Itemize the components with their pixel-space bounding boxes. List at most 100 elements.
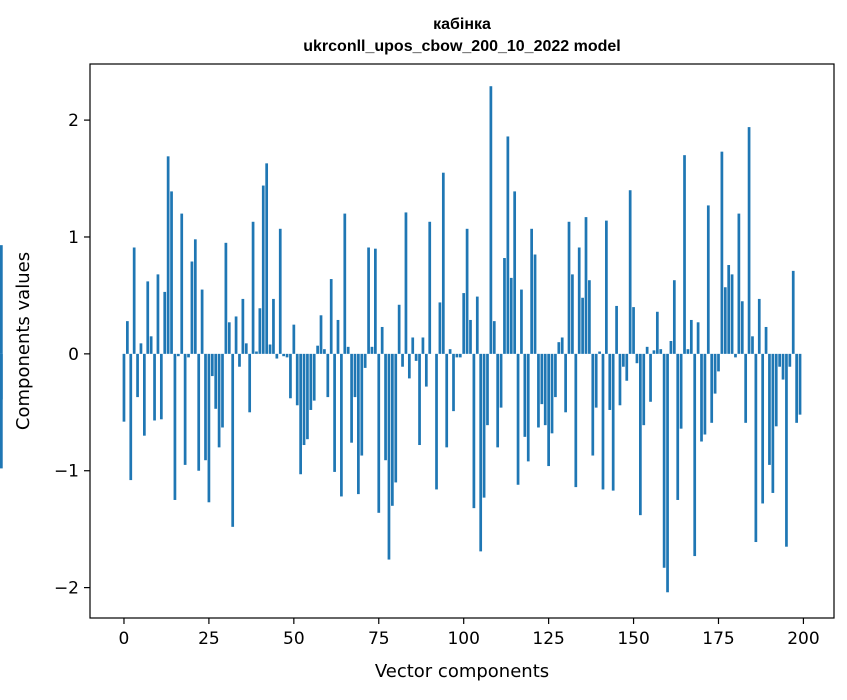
bar-component-160 <box>666 354 669 592</box>
bar-component-2 <box>129 354 132 480</box>
bar-component-170 <box>700 354 703 442</box>
bar-component-107 <box>486 354 489 425</box>
bar-component-196 <box>788 354 791 367</box>
bar-component-5 <box>140 343 143 354</box>
bar-component-64 <box>340 354 343 497</box>
bar-component-150 <box>632 307 635 354</box>
bar-component-126 <box>551 354 554 433</box>
bar-component-104 <box>476 297 479 354</box>
bar-component-71 <box>364 354 367 368</box>
bar-component-66 <box>347 347 350 354</box>
bar-component-54 <box>306 354 309 439</box>
bar-component-183 <box>744 354 747 423</box>
bar-component-174 <box>714 354 717 394</box>
bar-component-100 <box>462 293 465 354</box>
bar-component-128 <box>557 342 560 354</box>
bar-component-158 <box>659 349 662 354</box>
bar-component-87 <box>418 354 421 445</box>
bar-component-125 <box>547 354 550 466</box>
bar-component-182 <box>741 301 744 354</box>
bar-component-148 <box>625 354 628 381</box>
bar-component-49 <box>289 354 292 398</box>
bar-component-146 <box>619 354 622 405</box>
bar-component-10 <box>157 274 160 353</box>
bar-component-92 <box>435 354 438 490</box>
bar-component-25 <box>208 354 211 502</box>
bar-component-113 <box>507 136 510 353</box>
bar-component-121 <box>534 255 537 354</box>
bar-component-144 <box>612 354 615 491</box>
bar-component-47 <box>282 354 285 356</box>
bar-component-94 <box>442 173 445 354</box>
bar-component-130 <box>564 354 567 412</box>
bar-component-164 <box>680 354 683 429</box>
bar-component-26 <box>211 354 214 376</box>
bar-component-96 <box>449 349 452 354</box>
bar-component-165 <box>683 155 686 354</box>
bar-component-undefined <box>0 354 3 400</box>
bar-component-153 <box>642 354 645 425</box>
bar-component-195 <box>785 354 788 547</box>
bar-component-134 <box>578 248 581 354</box>
bar-component-58 <box>320 315 323 354</box>
bar-component-56 <box>313 354 316 401</box>
x-tick-label: 175 <box>702 629 734 649</box>
bar-component-32 <box>231 354 234 527</box>
bar-component-0 <box>123 354 126 422</box>
bar-component-155 <box>649 354 652 402</box>
bar-component-27 <box>214 354 217 409</box>
bar-component-140 <box>598 352 601 354</box>
bar-component-99 <box>459 354 462 358</box>
bar-component-75 <box>377 354 380 513</box>
bar-component-95 <box>445 354 448 448</box>
bar-component-138 <box>591 354 594 456</box>
bar-component-141 <box>602 354 605 490</box>
chart-title-line-2: ukrconll_upos_cbow_200_10_2022 model <box>303 38 620 55</box>
bar-component-55 <box>309 354 312 410</box>
x-tick-label: 200 <box>787 629 819 649</box>
bar-component-3 <box>133 248 136 354</box>
bar-component-198 <box>795 354 798 423</box>
bar-component-103 <box>473 354 476 508</box>
bar-component-46 <box>279 229 282 354</box>
bar-component-90 <box>428 222 431 354</box>
bar-component-16 <box>177 354 180 356</box>
bar-component-151 <box>636 354 639 363</box>
bar-component-119 <box>527 354 530 462</box>
bar-component-1 <box>126 321 129 354</box>
bar-component-110 <box>496 354 499 448</box>
bar-component-189 <box>765 327 768 354</box>
bar-component-8 <box>150 336 153 354</box>
bar-component-132 <box>571 274 574 353</box>
bar-component-65 <box>343 214 346 354</box>
bar-component-93 <box>439 302 442 353</box>
x-tick-label: 75 <box>368 629 390 649</box>
bar-component-152 <box>639 354 642 515</box>
bar-component-89 <box>425 354 428 387</box>
bar-component-105 <box>479 354 482 552</box>
y-tick-label: 2 <box>68 111 79 131</box>
bar-component-9 <box>153 354 156 421</box>
bar-component-63 <box>337 320 340 354</box>
bar-component-6 <box>143 354 146 436</box>
bar-component-188 <box>761 354 764 504</box>
bar-component-102 <box>469 320 472 354</box>
bar-component-180 <box>734 354 737 358</box>
bar-component-44 <box>272 299 275 354</box>
y-tick-label: −2 <box>54 579 79 599</box>
bar-component-76 <box>381 327 384 354</box>
bar-component-72 <box>367 248 370 354</box>
y-tick-label: −1 <box>54 462 79 482</box>
bar-component-162 <box>673 280 676 354</box>
bar-component-193 <box>778 354 781 367</box>
bar-component-97 <box>452 354 455 411</box>
x-axis-label: Vector components <box>375 661 549 682</box>
bar-component-179 <box>731 274 734 353</box>
bar-component-194 <box>782 354 785 380</box>
bar-component-48 <box>286 354 289 358</box>
bar-component-163 <box>676 354 679 500</box>
bar-component-116 <box>517 354 520 485</box>
bar-component-137 <box>588 280 591 354</box>
y-axis-label: Components values <box>13 252 34 430</box>
